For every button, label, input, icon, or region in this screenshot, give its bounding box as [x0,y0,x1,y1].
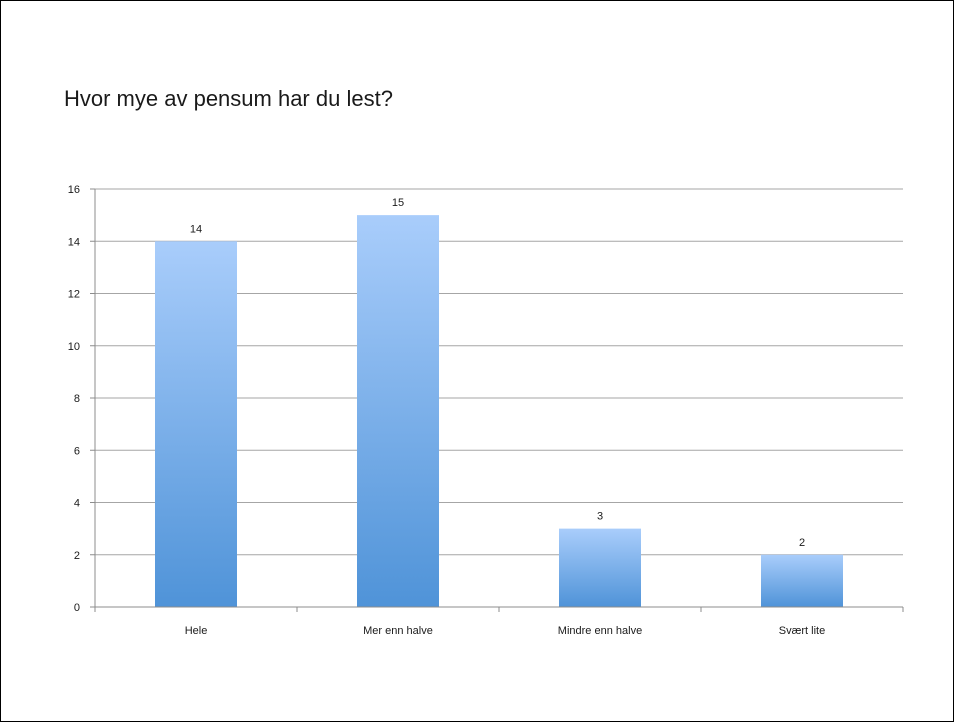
y-tick-label: 16 [68,184,80,196]
bar-1 [155,241,237,607]
bar-3 [559,528,641,607]
y-tick-label: 4 [74,498,80,510]
data-label: 2 [799,537,805,549]
y-tick-label: 12 [68,289,80,301]
x-category-label: Hele [185,625,208,637]
data-label: 15 [392,197,404,209]
data-label: 14 [190,223,202,235]
x-category-label: Mindre enn halve [558,625,642,637]
y-tick-label: 8 [74,393,80,405]
y-tick-label: 6 [74,445,80,457]
y-tick-label: 14 [68,236,80,248]
data-label: 3 [597,511,603,523]
x-category-label: Svært lite [779,625,825,637]
bar-2 [357,215,439,607]
x-category-label: Mer enn halve [363,625,433,637]
slide-title: Hvor mye av pensum har du lest? [64,86,393,111]
y-axis-ticks: 0 2 4 6 8 10 12 14 16 [68,184,95,614]
data-labels: 14 15 3 2 [190,197,805,549]
x-axis: Hele Mer enn halve Mindre enn halve Svært l… [94,189,904,637]
y-tick-label: 2 [74,550,80,562]
y-tick-label: 10 [68,341,80,353]
y-tick-label: 0 [74,602,80,614]
bars [155,215,843,607]
bar-4 [761,554,843,607]
